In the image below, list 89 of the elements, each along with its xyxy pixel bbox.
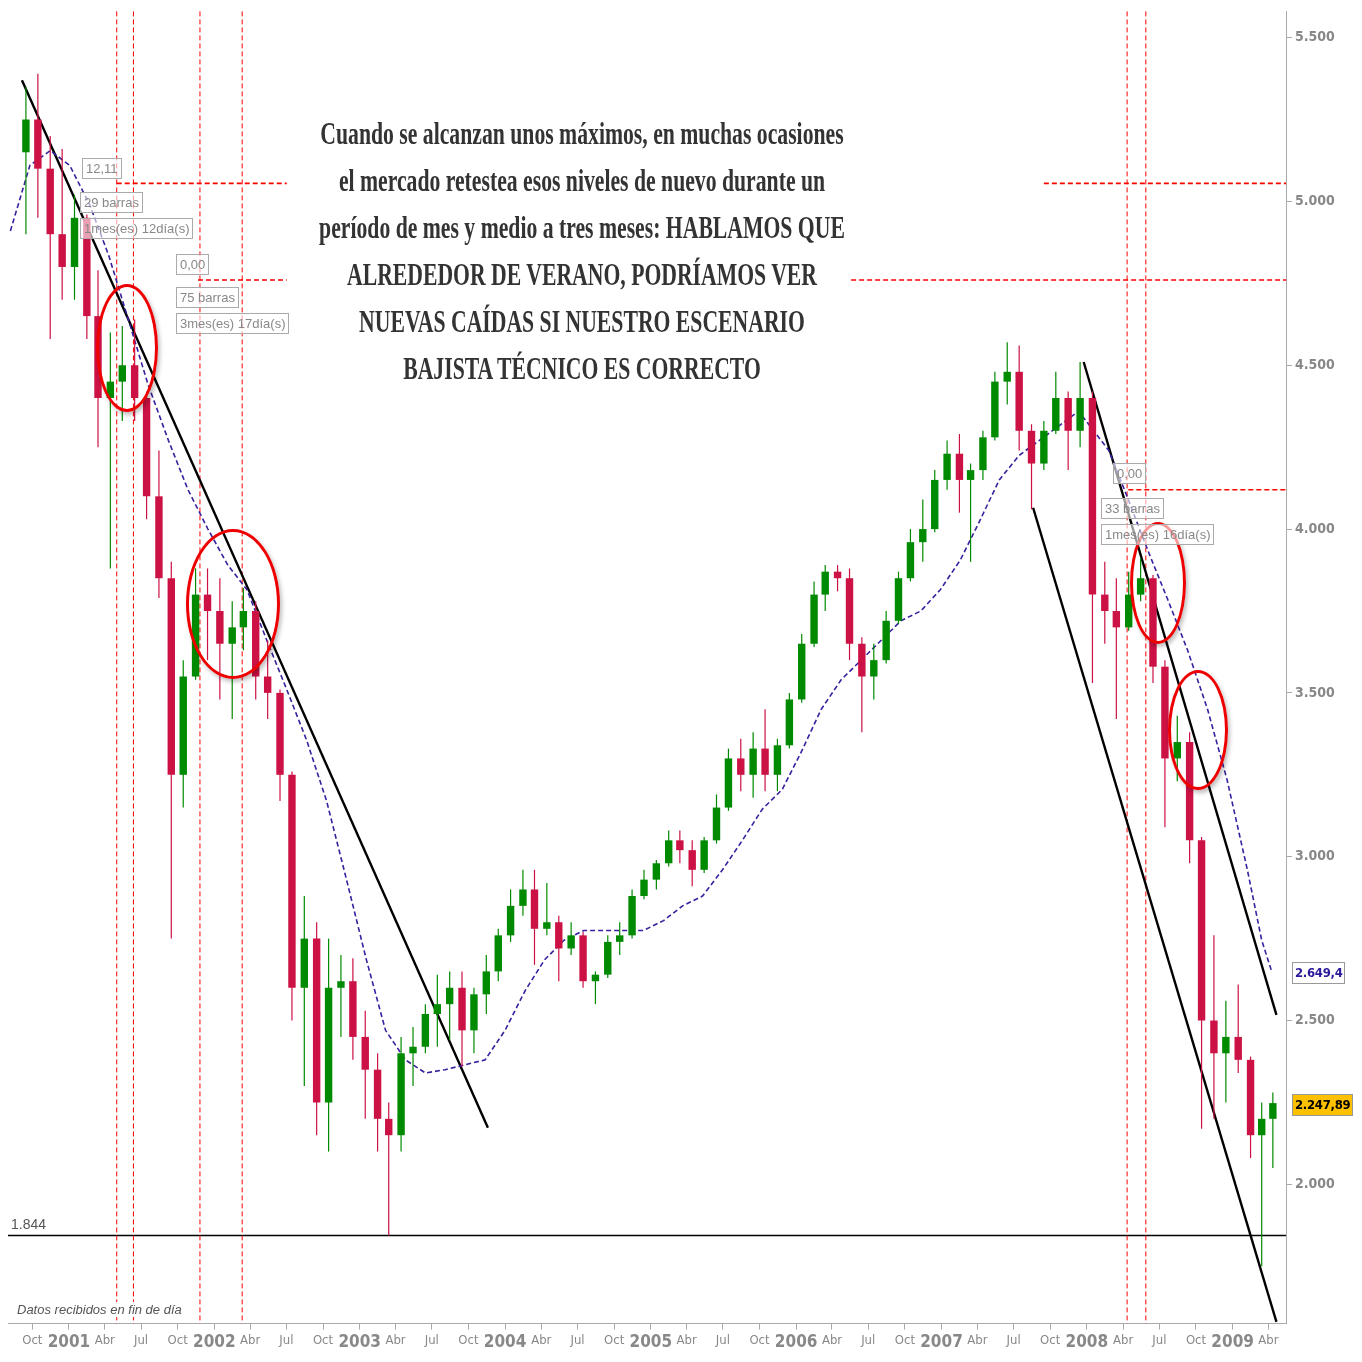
x-tick-label: Jul xyxy=(1005,1331,1021,1347)
x-tick-label: Oct xyxy=(1040,1331,1061,1347)
candlestick xyxy=(1269,1092,1277,1169)
candlestick xyxy=(640,869,648,900)
annotation: 75 barras xyxy=(176,287,239,308)
x-tick-label: Oct xyxy=(167,1331,189,1347)
candlestick xyxy=(482,954,491,1015)
annotation: 3mes(es) 17día(s) xyxy=(176,313,290,334)
candlestick xyxy=(1003,341,1011,406)
x-tick-label: Oct xyxy=(604,1331,625,1347)
y-tick-label: 4.500 xyxy=(1295,355,1336,372)
candlestick xyxy=(616,921,624,956)
x-tick-label: 2001 xyxy=(47,1331,91,1352)
x-tick-label: Abr xyxy=(821,1331,843,1347)
x-tick-label: Jul xyxy=(278,1331,294,1347)
candlestick xyxy=(1258,1101,1266,1267)
candlestick xyxy=(519,869,527,917)
x-tick-label: 2003 xyxy=(338,1331,381,1352)
x-tick-label: Abr xyxy=(1258,1331,1279,1347)
annotation: 0,00 xyxy=(176,254,210,275)
x-tick-label: Oct xyxy=(1185,1331,1207,1347)
x-tick-label: Jul xyxy=(569,1331,585,1347)
x-tick-label: Jul xyxy=(132,1331,149,1347)
candlestick xyxy=(385,1101,393,1237)
x-tick-label: 2002 xyxy=(193,1331,236,1352)
candlestick xyxy=(239,587,248,651)
x-tick-label: Jul xyxy=(860,1331,876,1347)
candlestick xyxy=(1234,983,1242,1074)
y-tick-label: 3.000 xyxy=(1295,847,1336,864)
x-tick-label: Oct xyxy=(894,1331,916,1347)
candlestick xyxy=(1173,715,1181,782)
candlestick xyxy=(433,974,442,1048)
annotation: 12,11 xyxy=(82,158,122,179)
text: 2.247,89 xyxy=(1292,1094,1354,1116)
x-tick-label: 2005 xyxy=(629,1331,673,1352)
x-tick-label: Oct xyxy=(458,1331,479,1347)
candlestick xyxy=(1112,577,1121,720)
x-tick-label: Abr xyxy=(240,1331,261,1347)
candlestick xyxy=(821,564,829,612)
candlestick xyxy=(409,1026,417,1087)
annotation: 29 barras xyxy=(80,192,143,213)
y-tick-label: 4.000 xyxy=(1295,519,1336,536)
candlestick xyxy=(688,839,696,887)
candlestick xyxy=(665,829,673,868)
x-tick-label: Abr xyxy=(94,1331,116,1347)
x-tick-label: Abr xyxy=(531,1331,552,1347)
candlestick xyxy=(652,859,661,891)
line-series xyxy=(9,149,1273,1074)
candlestick xyxy=(919,498,927,563)
x-tick-label: Abr xyxy=(385,1331,406,1347)
candlestick xyxy=(1222,1000,1230,1104)
x-tick-label: 2008 xyxy=(1065,1331,1109,1352)
x-tick-label: 2007 xyxy=(920,1331,963,1352)
x-tick-label: Abr xyxy=(967,1331,988,1347)
candlestick xyxy=(445,970,454,1041)
candlestick xyxy=(966,462,975,563)
x-tick-label: Abr xyxy=(676,1331,697,1347)
x-tick-label: Jul xyxy=(1151,1331,1167,1347)
y-tick-label: 3.500 xyxy=(1295,683,1336,700)
candlestick xyxy=(263,639,272,720)
y-tick-label: 5.000 xyxy=(1295,192,1336,209)
candlestick xyxy=(228,600,236,720)
x-tick-label: Oct xyxy=(22,1331,43,1347)
candlestick xyxy=(870,643,878,701)
x-tick-label: 2009 xyxy=(1211,1331,1254,1352)
y-tick-label: 2.000 xyxy=(1295,1174,1336,1191)
candlestick xyxy=(737,738,745,792)
candlestick xyxy=(1136,557,1145,602)
x-tick-label: Jul xyxy=(714,1331,730,1347)
x-tick-label: 2006 xyxy=(774,1331,818,1352)
candlestick xyxy=(1101,561,1109,645)
x-tick-label: Oct xyxy=(312,1331,334,1347)
annotation: Cuando se alcanzan unos máximos, en muchas ocasiones el mercado retestea esos niveles de nuevo durante un período de mes y medio a tres meses: HABLAMOS QUE ALREDEDOR DE VERANO, PODRÍAMOS VER NUEVAS CAÍDAS SI NUESTRO ESCENARIO BAJISTA TÉCNICO ES CORRECTO xyxy=(318,115,846,388)
x-tick-label: Abr xyxy=(1113,1331,1134,1347)
x-tick-label: Oct xyxy=(749,1331,771,1347)
annotation: Datos recibidos en fin de día xyxy=(14,1302,185,1317)
candlestick xyxy=(543,882,551,936)
y-tick-label: 2.500 xyxy=(1295,1011,1336,1028)
annotation: 0,00 xyxy=(1113,463,1147,484)
x-tick-label: Jul xyxy=(423,1331,439,1347)
text: 2.649,4 xyxy=(1292,962,1346,984)
ref-line-label: 1.844 xyxy=(11,1216,47,1233)
candlestick xyxy=(118,325,126,422)
candlestick xyxy=(337,954,345,1038)
candlestick xyxy=(676,829,684,864)
x-tick-label: 2004 xyxy=(483,1331,527,1352)
candlestick xyxy=(203,567,212,661)
y-tick-label: 5.500 xyxy=(1295,28,1336,45)
candlestick xyxy=(567,921,575,956)
